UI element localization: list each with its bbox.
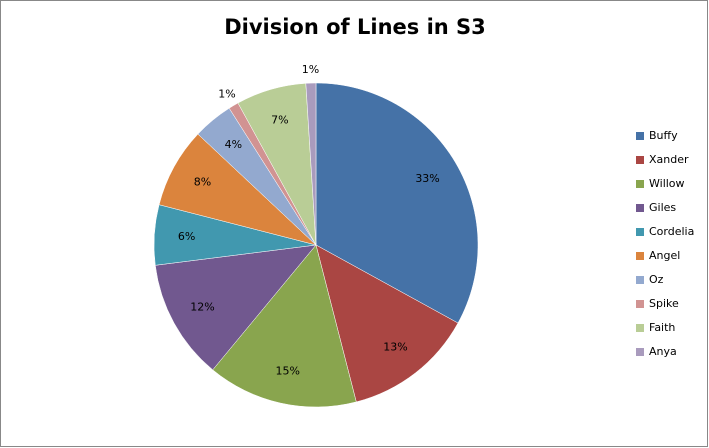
data-label: 15% bbox=[276, 364, 300, 377]
legend-swatch bbox=[636, 348, 644, 356]
legend-label: Xander bbox=[649, 153, 689, 166]
legend-swatch bbox=[636, 324, 644, 332]
pie-slice bbox=[305, 82, 317, 246]
pie-slice bbox=[315, 82, 479, 324]
data-label: 13% bbox=[383, 340, 407, 353]
data-label: 7% bbox=[271, 114, 288, 127]
data-label: 6% bbox=[178, 230, 195, 243]
pie-slice bbox=[212, 244, 357, 408]
data-label: 8% bbox=[194, 176, 211, 189]
legend-swatch bbox=[636, 276, 644, 284]
legend-label: Willow bbox=[649, 177, 685, 190]
pie-slice bbox=[315, 244, 459, 403]
legend-label: Buffy bbox=[649, 129, 678, 142]
legend-swatch bbox=[636, 252, 644, 260]
legend-label: Oz bbox=[649, 273, 664, 286]
data-label: 4% bbox=[225, 138, 242, 151]
legend-label: Giles bbox=[649, 201, 676, 214]
data-label: 1% bbox=[218, 87, 235, 100]
data-label: 1% bbox=[302, 63, 319, 76]
legend-label: Anya bbox=[649, 345, 677, 358]
legend-swatch bbox=[636, 300, 644, 308]
legend-label: Cordelia bbox=[649, 225, 694, 238]
legend-swatch bbox=[636, 156, 644, 164]
legend-swatch bbox=[636, 204, 644, 212]
legend-label: Faith bbox=[649, 321, 675, 334]
data-label: 33% bbox=[415, 172, 439, 185]
legend-label: Spike bbox=[649, 297, 679, 310]
legend-swatch bbox=[636, 180, 644, 188]
chart-title: Division of Lines in S3 bbox=[224, 15, 486, 39]
legend-swatch bbox=[636, 228, 644, 236]
pie-slice bbox=[154, 244, 317, 371]
data-label: 12% bbox=[190, 300, 214, 313]
legend-swatch bbox=[636, 132, 644, 140]
legend-label: Angel bbox=[649, 249, 680, 262]
